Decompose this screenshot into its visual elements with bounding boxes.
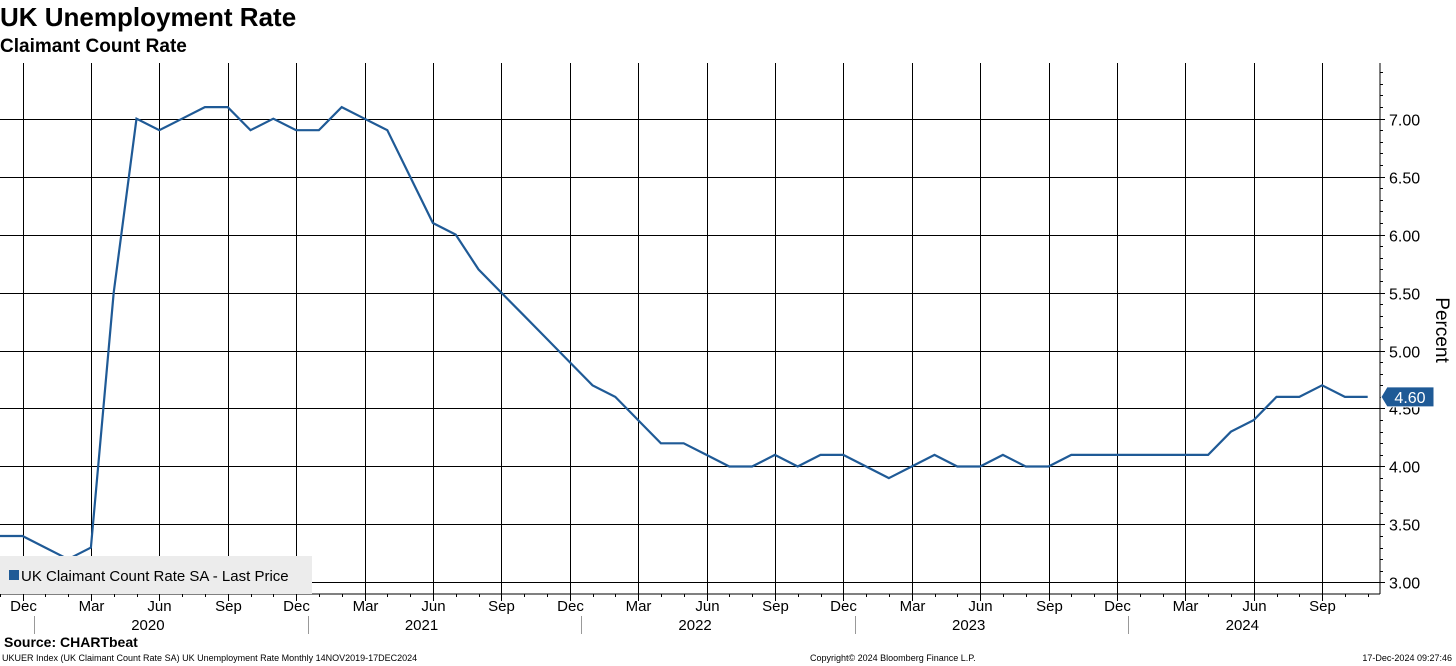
chart-subtitle: Claimant Count Rate: [0, 36, 187, 57]
last-value-flag: [1380, 386, 1435, 408]
x-tick-label: Dec: [1104, 598, 1131, 615]
legend: UK Claimant Count Rate SA - Last Price: [0, 556, 312, 594]
x-tick-label: Mar: [626, 598, 652, 615]
x-year-label: 2023: [952, 617, 985, 634]
y-axis-label: Percent: [1431, 297, 1452, 363]
x-year-label: 2021: [405, 617, 438, 634]
index-note: UKUER Index (UK Claimant Count Rate SA) …: [2, 653, 418, 663]
x-tick-label: Sep: [1309, 598, 1336, 615]
x-year-label: 2020: [131, 617, 164, 634]
series-layer: 4.60: [0, 105, 1435, 561]
chart-title: UK Unemployment Rate: [0, 2, 297, 32]
y-tick-label: 3.50: [1389, 518, 1420, 535]
x-tick-label: Jun: [695, 598, 719, 615]
x-tick-label: Mar: [900, 598, 926, 615]
series-line: [0, 105, 1368, 561]
x-tick-label: Mar: [1173, 598, 1199, 615]
y-tick-label: 5.50: [1389, 287, 1420, 304]
x-tick-label: Mar: [353, 598, 379, 615]
copyright-note: Copyright© 2024 Bloomberg Finance L.P.: [810, 653, 976, 663]
x-tick-label: Dec: [10, 598, 37, 615]
x-tick-label: Dec: [283, 598, 310, 615]
y-tick-label: 4.00: [1389, 460, 1420, 477]
y-tick-label: 6.00: [1389, 229, 1420, 246]
timestamp: 17-Dec-2024 09:27:46: [1362, 653, 1452, 663]
x-tick-label: Dec: [557, 598, 584, 615]
x-year-label: 2022: [678, 617, 711, 634]
legend-label: UK Claimant Count Rate SA - Last Price: [21, 568, 289, 585]
x-tick-label: Sep: [762, 598, 789, 615]
y-tick-label: 7.00: [1389, 113, 1420, 130]
y-tick-label: 3.00: [1389, 576, 1420, 593]
x-year-label: 2024: [1226, 617, 1259, 634]
grid: [0, 63, 1380, 594]
x-tick-label: Jun: [147, 598, 171, 615]
x-tick-label: Sep: [1036, 598, 1063, 615]
last-value-label: 4.60: [1394, 390, 1425, 407]
x-tick-label: Jun: [968, 598, 992, 615]
y-tick-label: 6.50: [1389, 171, 1420, 188]
legend-swatch: [9, 570, 19, 580]
x-tick-label: Sep: [488, 598, 515, 615]
source-label: Source: CHARTbeat: [4, 634, 138, 650]
y-tick-label: 5.00: [1389, 345, 1420, 362]
axes: 3.003.504.004.505.005.506.006.507.00Perc…: [0, 63, 1452, 634]
x-tick-label: Dec: [830, 598, 857, 615]
x-tick-label: Jun: [1242, 598, 1266, 615]
legend-box: [0, 556, 312, 594]
x-tick-label: Mar: [79, 598, 105, 615]
x-tick-label: Jun: [421, 598, 445, 615]
x-tick-label: Sep: [215, 598, 242, 615]
